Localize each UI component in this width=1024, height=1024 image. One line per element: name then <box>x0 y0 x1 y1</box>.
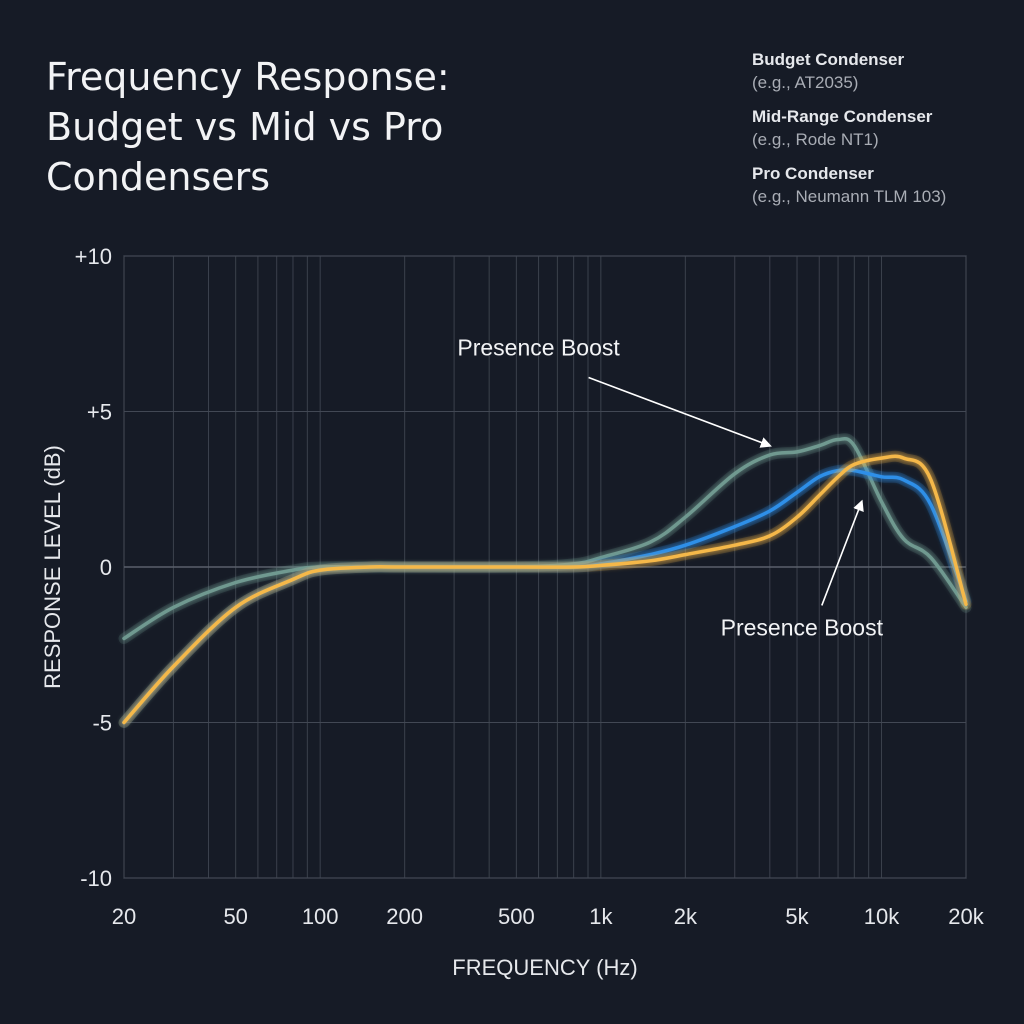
y-axis-ticks: +10 +5 0 -5 -10 <box>75 244 112 891</box>
y-tick-label-2: 0 <box>100 555 112 580</box>
series-line-pro <box>122 454 968 725</box>
x-tick-label-6: 2k <box>674 904 698 929</box>
x-tick-label-9: 20k <box>948 904 984 929</box>
legend-sublabel-pro: (e.g., Neumann TLM 103) <box>752 187 946 206</box>
x-tick-label-7: 5k <box>785 904 809 929</box>
x-tick-label-3: 200 <box>386 904 423 929</box>
legend-item-mid: Mid-Range Condenser (e.g., Rode NT1) <box>690 107 933 149</box>
series-lines <box>118 433 972 728</box>
legend-sublabel-budget: (e.g., AT2035) <box>752 73 858 92</box>
series-glow-pro <box>118 450 972 728</box>
x-tick-label-5: 1k <box>589 904 613 929</box>
y-axis-title: RESPONSE LEVEL (dB) <box>40 445 65 689</box>
y-tick-label-0: +10 <box>75 244 112 269</box>
legend-label-pro: Pro Condenser <box>752 164 874 183</box>
y-tick-label-3: -5 <box>92 711 112 736</box>
x-tick-label-4: 500 <box>498 904 535 929</box>
legend-label-mid: Mid-Range Condenser <box>752 107 933 126</box>
y-tick-label-1: +5 <box>87 400 112 425</box>
annotation-arrow-1 <box>821 499 864 606</box>
annotation-label-0: Presence Boost <box>457 335 620 361</box>
x-tick-label-8: 10k <box>864 904 900 929</box>
x-tick-label-0: 20 <box>112 904 136 929</box>
x-tick-label-1: 50 <box>223 904 247 929</box>
annotations: Presence Boost Presence Boost <box>457 335 883 641</box>
legend: Budget Condenser (e.g., AT2035) Mid-Rang… <box>690 50 946 206</box>
chart-title-line-3: Condensers <box>46 155 270 199</box>
x-axis-ticks: 20 50 100 200 500 1k 2k 5k 10k 20k <box>112 904 985 929</box>
legend-label-budget: Budget Condenser <box>752 50 904 69</box>
y-tick-label-4: -10 <box>80 866 112 891</box>
chart-title-line-1: Frequency Response: <box>46 55 450 99</box>
legend-item-budget: Budget Condenser (e.g., AT2035) <box>690 50 904 92</box>
legend-item-pro: Pro Condenser (e.g., Neumann TLM 103) <box>690 164 946 206</box>
annotation-arrow-0 <box>588 376 772 448</box>
chart-title: Frequency Response: Budget vs Mid vs Pro… <box>46 55 450 199</box>
x-axis-title: FREQUENCY (Hz) <box>452 955 637 980</box>
x-tick-label-2: 100 <box>302 904 339 929</box>
chart-title-line-2: Budget vs Mid vs Pro <box>46 105 443 149</box>
annotation-label-1: Presence Boost <box>721 614 884 640</box>
legend-sublabel-mid: (e.g., Rode NT1) <box>752 130 879 149</box>
series-line-budget <box>122 436 968 641</box>
